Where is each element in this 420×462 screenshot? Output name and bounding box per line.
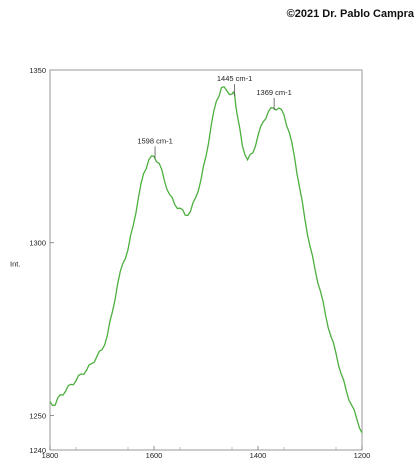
peak-label: 1445 cm-1: [217, 74, 252, 83]
peak-annotations: 1598 cm-1 1445 cm-1 1369 cm-1: [137, 74, 292, 159]
y-tick-label: 1240: [29, 446, 46, 455]
y-tick-label: 1350: [29, 66, 46, 75]
x-tick-label: 1400: [250, 451, 267, 460]
axis-ticks: 1800 1600 1400 1200 1350 1300 1250 1240: [29, 66, 370, 460]
plot-frame: [49, 69, 363, 451]
copyright-watermark: ©2021 Dr. Pablo Campra: [286, 8, 414, 20]
spectrum-line: [49, 86, 363, 434]
x-tick-label: 1200: [354, 451, 371, 460]
peak-label: 1598 cm-1: [137, 136, 172, 145]
peak-label: 1369 cm-1: [256, 88, 291, 97]
y-tick-label: 1250: [29, 411, 46, 420]
y-axis-label: Int.: [10, 260, 20, 269]
y-tick-label: 1300: [29, 239, 46, 248]
x-tick-label: 1800: [42, 451, 59, 460]
x-tick-label: 1600: [146, 451, 163, 460]
